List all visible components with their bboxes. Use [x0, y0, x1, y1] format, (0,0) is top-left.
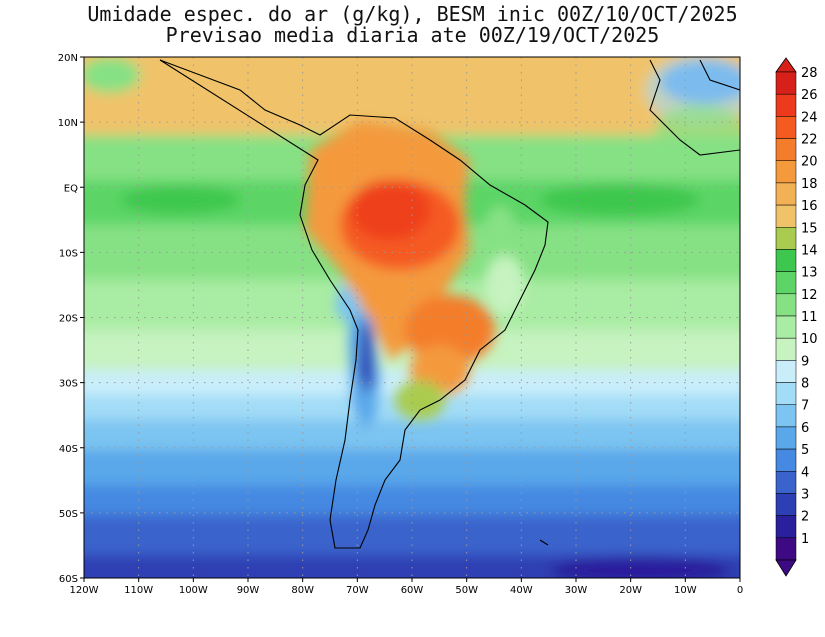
- lat-tick-label: 20S: [59, 314, 78, 325]
- lon-tick-label: 70W: [346, 585, 369, 596]
- colorbar-swatch: [775, 448, 797, 472]
- colorbar-swatch: [775, 160, 797, 184]
- colorbar-label: 13: [801, 266, 818, 281]
- colorbar-swatch: [775, 249, 797, 272]
- colorbar-swatch: [775, 404, 797, 428]
- colorbar-label: 4: [801, 465, 809, 480]
- colorbar-swatch: [775, 382, 797, 405]
- colorbar-label: 20: [801, 155, 818, 170]
- humidity-field: [84, 57, 740, 578]
- colorbar-label: 18: [801, 177, 818, 192]
- colorbar-bottom-arrow: [775, 559, 797, 577]
- lon-tick-label: 40W: [510, 585, 533, 596]
- lat-tick-label: 10S: [59, 248, 78, 259]
- colorbar-label: 9: [801, 354, 809, 369]
- colorbar-swatch: [775, 93, 797, 117]
- colorbar-swatch: [775, 204, 797, 228]
- coastline: [159, 59, 740, 549]
- map-title: Umidade espec. do ar (g/kg), BESM inic 0…: [87, 2, 738, 26]
- lon-tick-label: 10W: [674, 585, 697, 596]
- colorbar-label: 6: [801, 421, 809, 436]
- colorbar-label: 15: [801, 221, 818, 236]
- colorbar-label: 12: [801, 288, 818, 303]
- lat-tick-label: 20N: [58, 53, 78, 64]
- colorbar-swatch: [775, 182, 797, 206]
- colorbar-swatch: [775, 116, 797, 139]
- colorbar-label: 26: [801, 88, 818, 103]
- colorbar-swatch: [775, 493, 797, 516]
- lon-tick-label: 100W: [179, 585, 208, 596]
- lon-tick-label: 90W: [237, 585, 260, 596]
- colorbar-label: 28: [801, 66, 818, 81]
- colorbar-swatch: [775, 360, 797, 383]
- colorbar: 28 26 24 22 20 18 16 15 14 13 12 11 10 9 8 7 6 5 4 3 2 1: [775, 57, 818, 577]
- colorbar-swatch: [775, 71, 797, 95]
- colorbar-swatch: [775, 515, 797, 539]
- lat-tick-label: EQ: [64, 183, 78, 194]
- lon-tick-label: 0: [737, 585, 743, 596]
- lon-tick-label: 80W: [291, 585, 314, 596]
- colorbar-swatch: [775, 293, 797, 317]
- colorbar-swatch: [775, 271, 797, 295]
- colorbar-swatch: [775, 471, 797, 494]
- colorbar-label: 3: [801, 487, 809, 502]
- lon-tick-label: 120W: [70, 585, 99, 596]
- colorbar-swatch: [775, 337, 797, 361]
- colorbar-label: 10: [801, 332, 818, 347]
- lon-tick-label: 110W: [124, 585, 153, 596]
- lat-tick-label: 10N: [58, 118, 78, 129]
- colorbar-label: 8: [801, 377, 809, 392]
- map-subtitle: Previsao media diaria ate 00Z/19/OCT/202…: [165, 23, 660, 47]
- colorbar-label: 1: [801, 532, 809, 547]
- colorbar-swatch: [775, 227, 797, 250]
- longitude-axis: 120W 110W 100W 90W 80W 70W 60W 50W 40W 30W 20W 10W 0: [70, 578, 743, 596]
- colorbar-label: 7: [801, 399, 809, 414]
- colorbar-label: 11: [801, 310, 818, 325]
- colorbar-swatch: [775, 138, 797, 161]
- latitude-axis: 20N 10N EQ 10S 20S 30S 40S 50S 60S: [58, 53, 84, 585]
- colorbar-label: 5: [801, 443, 809, 458]
- lon-tick-label: 50W: [455, 585, 478, 596]
- lon-tick-label: 20W: [619, 585, 642, 596]
- lat-tick-label: 60S: [59, 574, 78, 585]
- lat-tick-label: 40S: [59, 444, 78, 455]
- colorbar-top-arrow: [775, 57, 797, 73]
- colorbar-swatch: [775, 426, 797, 450]
- colorbar-label: 2: [801, 510, 809, 525]
- lon-tick-label: 30W: [565, 585, 588, 596]
- colorbar-swatch: [775, 537, 797, 561]
- colorbar-swatch: [775, 315, 797, 339]
- lat-tick-label: 50S: [59, 509, 78, 520]
- colorbar-label: 16: [801, 199, 818, 214]
- lat-tick-label: 30S: [59, 379, 78, 390]
- lon-tick-label: 60W: [401, 585, 424, 596]
- colorbar-label: 24: [801, 110, 818, 125]
- colorbar-label: 22: [801, 133, 818, 148]
- colorbar-label: 14: [801, 243, 818, 258]
